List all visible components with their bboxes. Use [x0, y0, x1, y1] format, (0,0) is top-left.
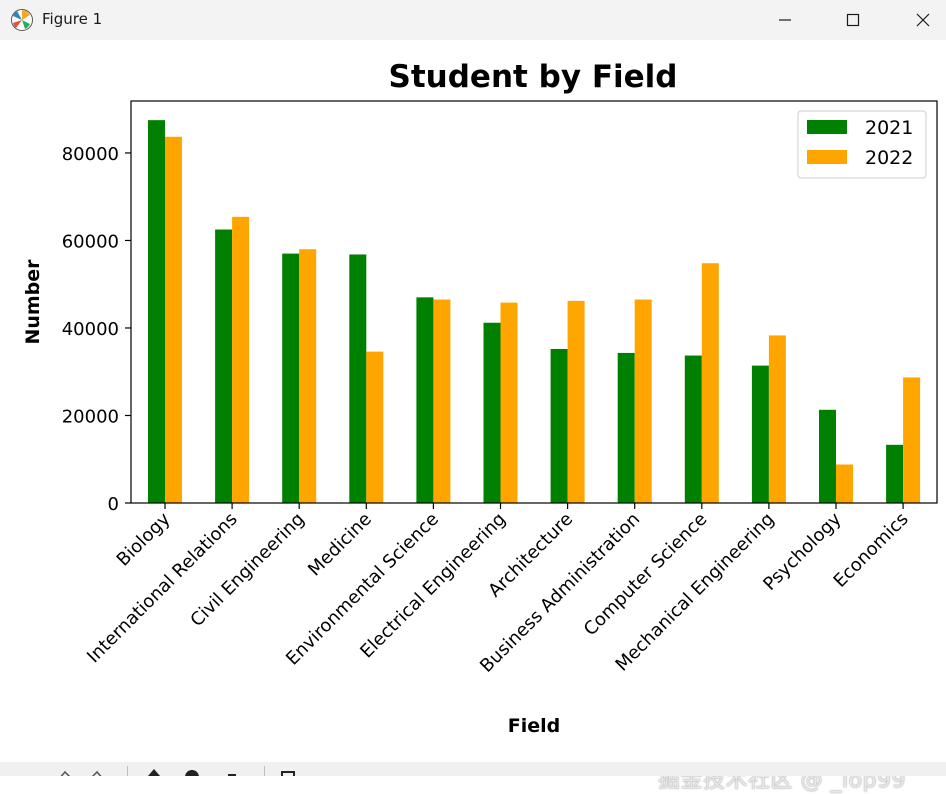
- bar-chart: Student by Field 0 20000 40000 60000 80000 B…: [22, 59, 938, 737]
- legend-swatch-2021: [807, 120, 847, 134]
- plot-frame: [130, 100, 938, 504]
- bar-2021-10: [819, 409, 836, 503]
- bar-2021-7: [617, 352, 635, 503]
- bar-2021-0: [148, 120, 165, 503]
- bar-2022-9: [768, 335, 786, 503]
- legend: 2021 2022: [797, 110, 927, 179]
- bar-2021-6: [550, 348, 568, 503]
- maximize-icon: [846, 13, 860, 27]
- bar-2021-9: [751, 365, 769, 503]
- bar-2021-2: [282, 253, 300, 503]
- bar-2021-5: [483, 322, 501, 503]
- bars-group: [148, 120, 921, 503]
- configure-icon[interactable]: [224, 768, 240, 776]
- bar-2021-1: [215, 229, 233, 503]
- bar-2022-6: [567, 300, 585, 503]
- zoom-icon[interactable]: [184, 768, 200, 776]
- bar-2022-3: [366, 351, 384, 503]
- bar-2021-8: [684, 355, 702, 503]
- chart-title: Student by Field: [389, 59, 678, 95]
- y-axis: 0 20000 40000 60000 80000: [62, 144, 131, 515]
- window-title: Figure 1: [42, 10, 103, 28]
- bar-2021-11: [886, 444, 904, 503]
- legend-label-2021: 2021: [865, 117, 913, 139]
- minimize-button[interactable]: [762, 0, 808, 40]
- pan-icon[interactable]: [146, 768, 162, 776]
- y-tick-label: 60000: [62, 231, 119, 252]
- bar-2022-5: [500, 302, 518, 503]
- y-tick-label: 80000: [62, 144, 119, 165]
- bar-2022-7: [634, 299, 652, 503]
- minimize-icon: [779, 19, 791, 21]
- x-tick-label: Biology: [113, 508, 175, 570]
- bar-2022-11: [903, 377, 921, 503]
- forward-icon[interactable]: [90, 768, 106, 776]
- bar-2021-3: [349, 254, 367, 503]
- toolbar-separator: [264, 766, 265, 776]
- bar-2022-1: [232, 216, 250, 503]
- y-tick-label: 40000: [62, 319, 119, 340]
- close-button[interactable]: [900, 0, 946, 40]
- save-icon[interactable]: [280, 768, 296, 776]
- bar-2022-2: [299, 249, 317, 503]
- x-axis-label: Field: [508, 715, 561, 737]
- close-icon: [916, 13, 930, 27]
- legend-swatch-2022: [807, 150, 847, 164]
- x-tick-label: Civil Engineering: [186, 509, 308, 631]
- bar-2022-4: [433, 299, 451, 503]
- figure-canvas: Student by Field 0 20000 40000 60000 80000 B…: [0, 40, 946, 793]
- bar-2022-0: [165, 136, 182, 503]
- window-titlebar: Figure 1: [0, 0, 946, 40]
- y-tick-label: 0: [108, 494, 119, 515]
- x-tick-label: Computer Science: [580, 509, 712, 641]
- matplotlib-logo-icon: [11, 9, 33, 31]
- back-icon[interactable]: [56, 768, 72, 776]
- bar-2021-4: [416, 297, 434, 503]
- maximize-button[interactable]: [830, 0, 876, 40]
- x-tick-label: Medicine: [304, 509, 376, 581]
- bar-2022-10: [836, 464, 853, 503]
- figure-toolbar: [0, 762, 946, 776]
- legend-label-2022: 2022: [865, 147, 913, 169]
- y-axis-label: Number: [22, 259, 44, 345]
- bar-2022-8: [701, 263, 719, 503]
- y-tick-label: 20000: [62, 406, 119, 427]
- toolbar-separator: [127, 766, 128, 776]
